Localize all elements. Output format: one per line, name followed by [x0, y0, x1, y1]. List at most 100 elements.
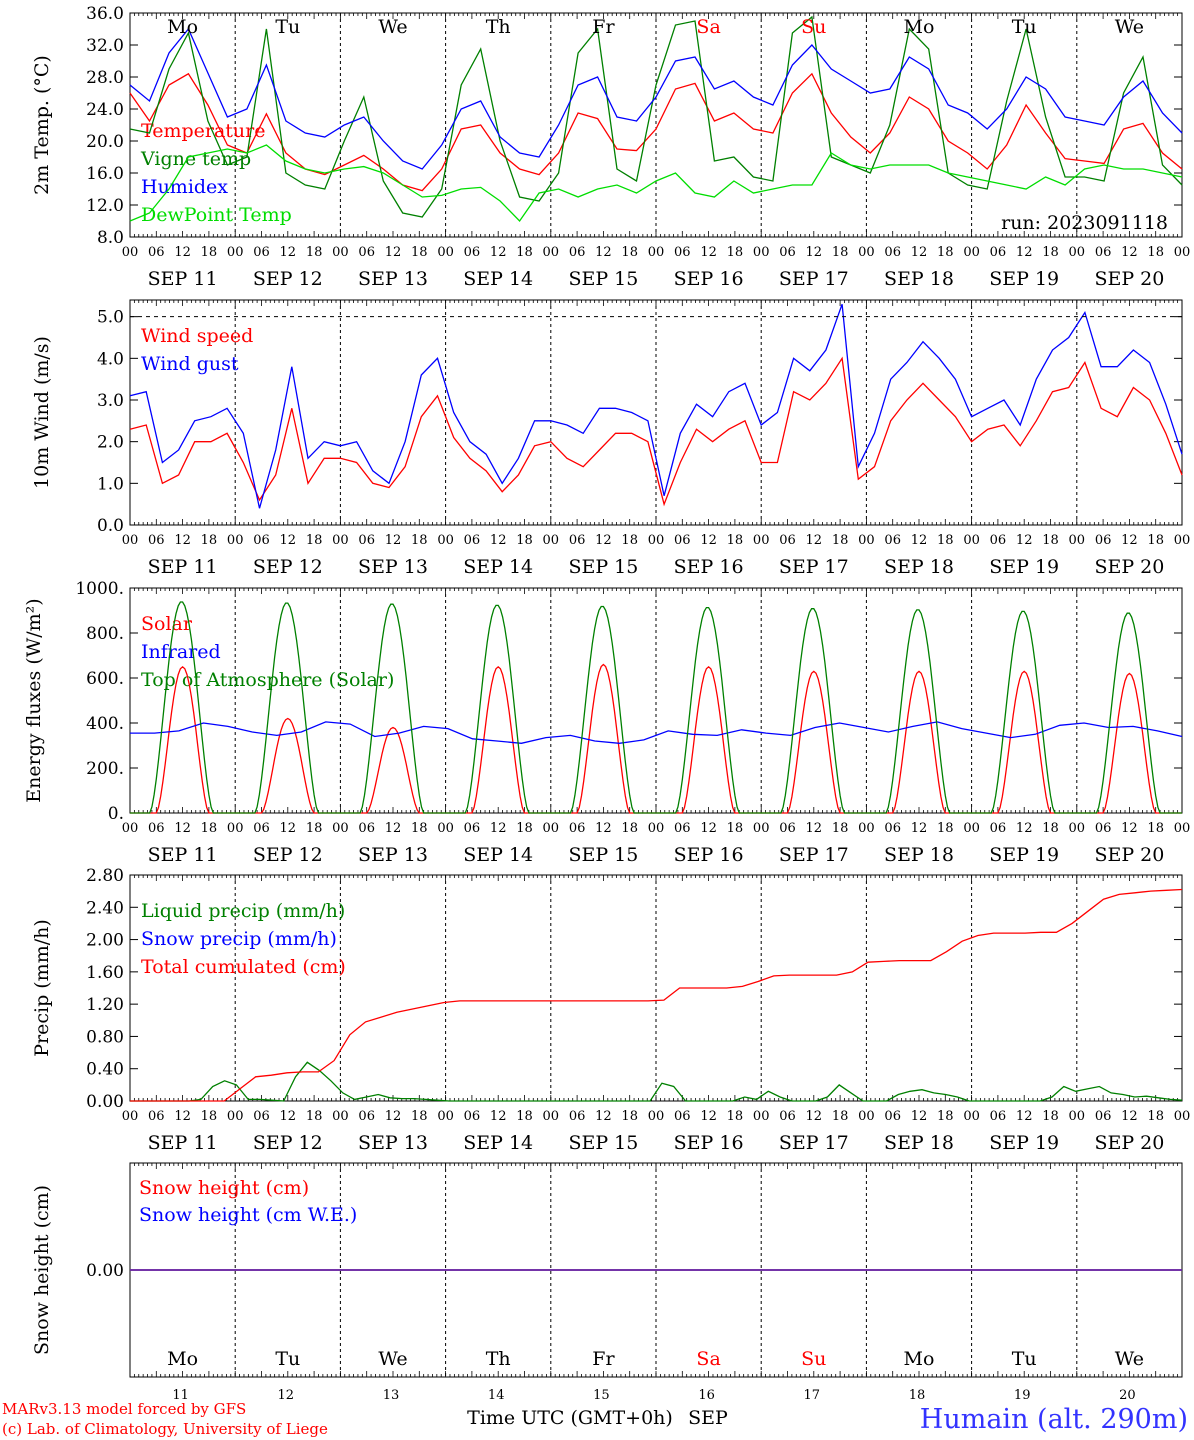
hour-tick-label: 18: [201, 821, 218, 836]
series-line-humidex: [129, 27, 1183, 170]
y-tick-label: 0.: [108, 804, 124, 824]
hour-tick-label: 18: [201, 245, 218, 260]
hour-tick-label: 00: [122, 533, 139, 548]
hour-tick-label: 18: [411, 533, 428, 548]
hour-tick-label: 12: [595, 245, 612, 260]
weekday-label: Sa: [696, 16, 720, 38]
hour-tick-label: 00: [753, 245, 770, 260]
hour-tick-label: 12: [595, 821, 612, 836]
date-label: SEP 20: [1094, 556, 1164, 578]
hour-tick-label: 06: [779, 821, 796, 836]
y-tick-label: 1000.: [75, 579, 124, 599]
date-label: SEP 20: [1094, 844, 1164, 866]
hour-tick-label: 06: [569, 245, 586, 260]
y-tick-label: 2.00: [86, 931, 124, 951]
date-label: SEP 12: [253, 844, 323, 866]
hour-tick-label: 18: [621, 1109, 638, 1124]
y-axis-label: Snow height (cm): [31, 1185, 53, 1355]
hour-tick-label: 06: [148, 1109, 165, 1124]
date-label: SEP 15: [568, 844, 638, 866]
y-tick-label: 3.0: [97, 391, 124, 411]
hour-tick-label: 18: [621, 821, 638, 836]
day-number: 19: [1014, 1388, 1031, 1403]
hour-tick-label: 06: [569, 533, 586, 548]
y-axis-label: 10m Wind (m/s): [31, 336, 53, 489]
model-label: MARv3.13 model forced by GFS: [2, 1400, 246, 1418]
hour-tick-label: 18: [411, 245, 428, 260]
date-label: SEP 17: [779, 268, 849, 290]
date-label: SEP 13: [358, 844, 428, 866]
legend-entry: Liquid precip (mm/h): [141, 900, 345, 922]
date-label: SEP 11: [148, 268, 218, 290]
hour-tick-label: 06: [464, 533, 481, 548]
date-label: SEP 13: [358, 556, 428, 578]
panel-energy: 0. 200. 400. 600. 800. 1000. Energy fluxes (W/…: [23, 579, 1190, 866]
hour-tick-label: 18: [1042, 245, 1059, 260]
day-number: 17: [804, 1388, 821, 1403]
hour-tick-label: 06: [148, 821, 165, 836]
hour-tick-label: 12: [911, 245, 928, 260]
hour-tick-label: 00: [227, 245, 244, 260]
date-label: SEP 12: [253, 1132, 323, 1154]
weekday-label: Tu: [275, 1348, 300, 1370]
hour-tick-label: 12: [174, 533, 191, 548]
hour-tick-label: 12: [806, 245, 823, 260]
hour-tick-label: 00: [332, 1109, 349, 1124]
weekday-label: Sa: [696, 1348, 720, 1370]
date-label: SEP 19: [989, 1132, 1059, 1154]
hour-tick-label: 12: [1121, 1109, 1138, 1124]
date-label: SEP 11: [148, 1132, 218, 1154]
y-tick-label: 0.00: [86, 1261, 124, 1281]
series-group-precip: [130, 888, 1183, 1102]
hour-tick-label: 18: [516, 1109, 533, 1124]
day-number: 11: [172, 1388, 189, 1403]
y-tick-label: 600.: [86, 669, 124, 689]
hour-tick-label: 18: [1147, 245, 1164, 260]
hour-tick-label: 12: [1121, 821, 1138, 836]
hour-tick-label: 06: [779, 245, 796, 260]
hour-tick-label: 12: [595, 533, 612, 548]
hour-tick-label: 18: [937, 1109, 954, 1124]
date-label: SEP 15: [568, 556, 638, 578]
hour-tick-label: 18: [1042, 1109, 1059, 1124]
date-label: SEP 16: [674, 556, 744, 578]
date-label: SEP 18: [884, 844, 954, 866]
hour-tick-label: 12: [806, 1109, 823, 1124]
series-line-vigne-temp: [129, 15, 1183, 218]
date-label: SEP 12: [253, 268, 323, 290]
hour-tick-label: 06: [674, 1109, 691, 1124]
day-number: 20: [1119, 1388, 1136, 1403]
hour-tick-label: 00: [543, 1109, 560, 1124]
hour-tick-label: 18: [937, 245, 954, 260]
hour-tick-label: 06: [779, 533, 796, 548]
y-tick-label: 0.80: [86, 1027, 124, 1047]
hour-tick-label: 00: [227, 533, 244, 548]
series-line-wind-gust: [129, 303, 1183, 509]
hour-tick-label: 18: [621, 533, 638, 548]
hour-tick-label: 18: [516, 533, 533, 548]
weekday-label: Th: [486, 16, 511, 38]
hour-tick-label: 12: [1016, 1109, 1033, 1124]
hour-tick-label: 18: [727, 245, 744, 260]
weekday-label: Tu: [1012, 16, 1037, 38]
hour-tick-label: 12: [385, 245, 402, 260]
weekday-label: Fr: [592, 1348, 615, 1370]
hour-tick-label: 12: [490, 245, 507, 260]
hour-tick-label: 06: [464, 1109, 481, 1124]
day-number: 16: [698, 1388, 715, 1403]
weekday-label: Mo: [904, 16, 935, 38]
hour-tick-label: 12: [280, 821, 297, 836]
date-label: SEP 19: [989, 268, 1059, 290]
day-number: 13: [383, 1388, 400, 1403]
y-axis-label: Precip (mm/h): [31, 919, 53, 1057]
series-group-energy: [130, 601, 1183, 814]
hour-tick-label: 00: [227, 821, 244, 836]
hour-tick-label: 00: [437, 533, 454, 548]
hour-tick-label: 00: [1174, 533, 1191, 548]
hour-tick-label: 06: [990, 245, 1007, 260]
hour-tick-label: 06: [990, 821, 1007, 836]
hour-tick-label: 18: [1042, 533, 1059, 548]
hour-tick-label: 12: [174, 1109, 191, 1124]
legend-entry: Total cumulated (cm): [141, 956, 346, 978]
hour-tick-label: 00: [332, 245, 349, 260]
